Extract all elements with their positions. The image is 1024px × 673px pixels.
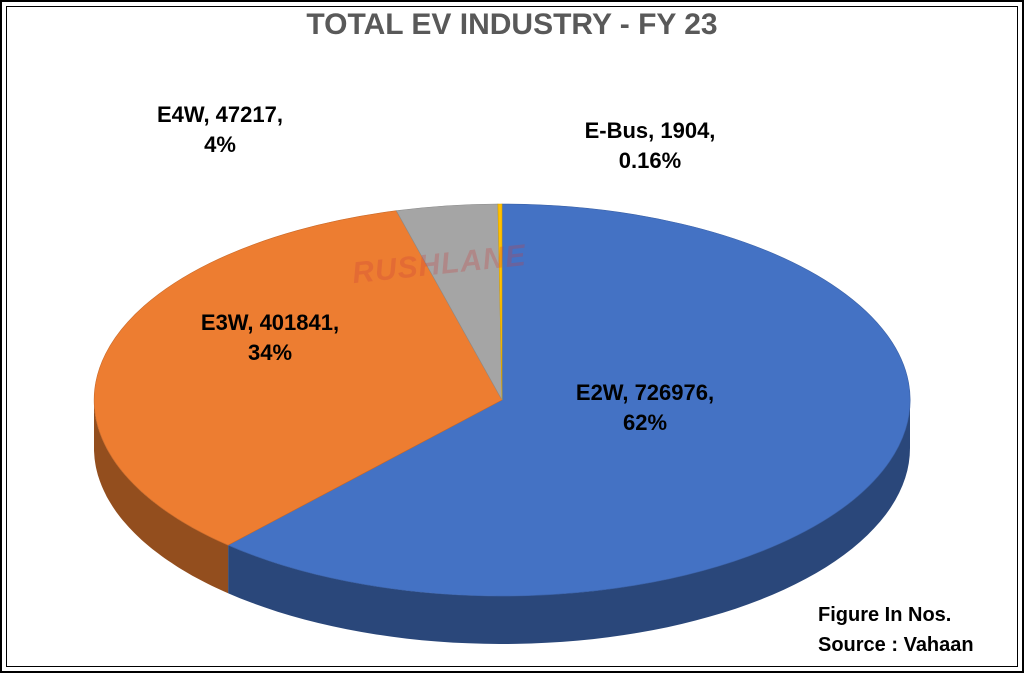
pie-slice-e-bus	[497, 203, 503, 401]
label-ebus-text: E-Bus, 1904,	[584, 118, 716, 143]
label-e4w-text: E4W, 47217,	[157, 102, 283, 127]
inner-frame	[6, 6, 1018, 667]
label-e3w-pct: 34%	[247, 340, 293, 365]
label-e3w: E3W, 401841, 34%	[160, 308, 380, 368]
unit-note: Figure In Nos.	[818, 604, 952, 626]
source-note: Figure In Nos. Source : Vahaan	[818, 600, 974, 660]
label-e4w-pct: 4%	[204, 132, 236, 157]
chart-title: TOTAL EV INDUSTRY - FY 23	[306, 8, 718, 41]
pie-slice-e2w	[227, 203, 911, 597]
pie-side-e3w	[94, 400, 229, 594]
pie-side-e2w	[228, 400, 911, 644]
label-e2w-pct: 62%	[622, 410, 668, 435]
pie-slice-e3w	[93, 210, 503, 546]
label-e2w: E2W, 726976, 62%	[520, 378, 770, 438]
label-e3w-text: E3W, 401841,	[200, 310, 340, 335]
label-ebus-pct: 0.16%	[618, 148, 682, 173]
label-e4w: E4W, 47217, 4%	[110, 100, 330, 160]
label-e2w-text: E2W, 726976,	[575, 380, 715, 405]
label-ebus: E-Bus, 1904, 0.16%	[540, 116, 760, 176]
source-text: Source : Vahaan	[818, 634, 974, 656]
